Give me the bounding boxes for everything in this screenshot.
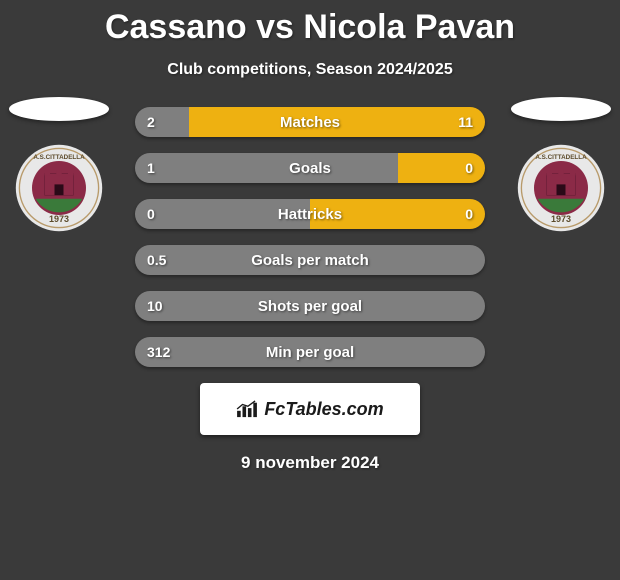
comparison-bars: Matches211Goals10Hattricks00Goals per ma… — [135, 107, 485, 367]
page-title: Cassano vs Nicola Pavan — [0, 0, 620, 47]
brand-label: FcTables.com — [264, 399, 383, 420]
club-crest-left: A.S.CITTADELLA 1973 — [14, 143, 104, 233]
player-left-column: A.S.CITTADELLA 1973 — [4, 97, 114, 233]
stat-row: Matches2 11 — [135, 107, 485, 137]
stat-label: Hattricks — [135, 199, 485, 229]
svg-text:A.S.CITTADELLA: A.S.CITTADELLA — [33, 154, 85, 161]
player-right-column: A.S.CITTADELLA 1973 — [506, 97, 616, 233]
stat-value-left: 0.5 — [147, 245, 166, 275]
stat-value-right: 11 — [458, 107, 473, 137]
stat-value-left: 1 — [147, 153, 155, 183]
stat-label: Goals per match — [135, 245, 485, 275]
stat-value-left: 2 — [147, 107, 155, 137]
stat-label: Goals — [135, 153, 485, 183]
club-crest-right: A.S.CITTADELLA 1973 — [516, 143, 606, 233]
stat-row: Goals1 0 — [135, 153, 485, 183]
subtitle: Club competitions, Season 2024/2025 — [0, 61, 620, 79]
svg-text:A.S.CITTADELLA: A.S.CITTADELLA — [535, 154, 587, 161]
stat-label: Shots per goal — [135, 291, 485, 321]
stat-value-left: 312 — [147, 337, 170, 367]
svg-text:1973: 1973 — [551, 214, 571, 224]
date-label: 9 november 2024 — [0, 453, 620, 473]
comparison-layout: A.S.CITTADELLA 1973 A.S.CITTADELLA 1973 — [0, 107, 620, 367]
stat-row: Goals per match0.5 — [135, 245, 485, 275]
stat-row: Shots per goal10 — [135, 291, 485, 321]
svg-text:1973: 1973 — [49, 214, 69, 224]
stat-value-left: 10 — [147, 291, 163, 321]
player-left-ellipse — [9, 97, 109, 121]
chart-icon — [236, 400, 258, 418]
stat-row: Hattricks0 0 — [135, 199, 485, 229]
brand-badge[interactable]: FcTables.com — [200, 383, 420, 435]
stat-row: Min per goal312 — [135, 337, 485, 367]
stat-value-right: 0 — [465, 199, 473, 229]
stat-label: Min per goal — [135, 337, 485, 367]
player-right-ellipse — [511, 97, 611, 121]
stat-value-left: 0 — [147, 199, 155, 229]
stat-value-right: 0 — [465, 153, 473, 183]
stat-label: Matches — [135, 107, 485, 137]
